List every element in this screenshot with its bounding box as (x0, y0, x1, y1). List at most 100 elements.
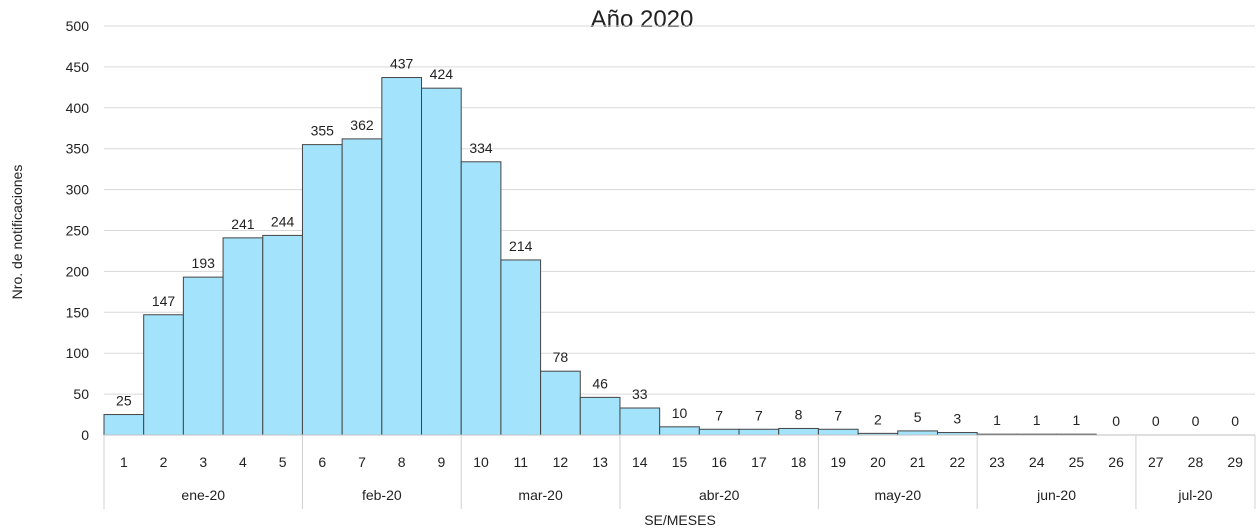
bar (540, 370, 581, 436)
data-label: 7 (715, 407, 723, 423)
x-tick-label: 13 (592, 454, 608, 470)
bar (460, 161, 502, 436)
chart-title: Año 2020 (591, 6, 694, 33)
data-label: 1 (1072, 412, 1080, 428)
x-tick-label: 3 (199, 454, 207, 470)
data-label: 214 (509, 238, 533, 254)
x-tick-label: 22 (950, 454, 966, 470)
month-label: may-20 (874, 487, 921, 503)
data-label: 46 (592, 375, 608, 391)
month-label: jul-20 (1177, 487, 1212, 503)
bar (778, 427, 819, 436)
x-tick-label: 19 (830, 454, 846, 470)
data-label: 244 (271, 213, 295, 229)
data-label: 8 (795, 406, 803, 422)
data-label: 241 (231, 216, 255, 232)
y-tick-label: 200 (66, 263, 90, 279)
x-tick-label: 9 (437, 454, 445, 470)
bar (738, 428, 780, 436)
bar (301, 144, 343, 436)
data-label: 3 (953, 411, 961, 427)
bar (143, 314, 184, 436)
data-label: 0 (1152, 413, 1160, 429)
bar (619, 407, 661, 436)
x-tick-label: 29 (1227, 454, 1243, 470)
bar (817, 428, 859, 436)
x-axis-ticks: 1 2 3 4 5 6 7 8 9 10 11 12 13 14 15 16 17 18 19 20 21 22 23 24 2… (104, 434, 1255, 470)
y-tick-label: 50 (73, 386, 89, 402)
month-axis: ene-20 feb-20 mar-20 abr-20 may-20 jun-20 jul-… (103, 435, 1256, 509)
bar (222, 237, 264, 436)
bar (698, 428, 740, 436)
x-tick-label: 8 (398, 454, 406, 470)
x-tick-label: 20 (870, 454, 886, 470)
y-axis-ticks: 0 50 100 150 200 250 300 350 400 450 500 (66, 18, 90, 443)
data-label: 0 (1112, 413, 1120, 429)
x-tick-label: 11 (513, 454, 528, 470)
month-label: feb-20 (362, 487, 402, 503)
x-tick-label: 24 (1029, 454, 1045, 470)
y-axis-label: Nro. de notificaciones (9, 165, 25, 300)
x-tick-label: 10 (473, 454, 489, 470)
data-label: 437 (390, 56, 414, 72)
data-label: 7 (755, 407, 763, 423)
bar (579, 396, 621, 436)
y-tick-label: 300 (66, 182, 90, 198)
x-tick-label: 17 (751, 454, 767, 470)
x-tick-label: 23 (989, 454, 1005, 470)
bar (262, 234, 303, 436)
bar (182, 276, 224, 436)
data-label: 78 (553, 349, 569, 365)
data-label: 2 (874, 411, 882, 427)
x-axis-label: SE/MESES (644, 512, 716, 528)
month-label: ene-20 (181, 487, 225, 503)
x-tick-label: 14 (632, 454, 648, 470)
x-tick-label: 15 (672, 454, 688, 470)
data-label: 355 (311, 123, 335, 139)
x-tick-label: 7 (358, 454, 366, 470)
x-tick-label: 5 (279, 454, 287, 470)
data-label: 7 (834, 407, 842, 423)
data-label: 33 (632, 386, 648, 402)
data-label: 10 (672, 405, 688, 421)
data-label: 0 (1231, 413, 1239, 429)
x-tick-label: 25 (1069, 454, 1085, 470)
x-tick-label: 2 (160, 454, 168, 470)
bar (381, 77, 423, 436)
data-label: 1 (993, 412, 1001, 428)
data-label: 193 (192, 255, 216, 271)
data-label: 424 (430, 66, 454, 82)
x-tick-label: 1 (120, 454, 128, 470)
bars (103, 77, 1097, 436)
bar (421, 87, 462, 436)
y-tick-label: 350 (66, 141, 90, 157)
bar (341, 138, 383, 436)
data-label: 5 (914, 409, 922, 425)
x-tick-label: 21 (910, 454, 926, 470)
x-tick-label: 4 (239, 454, 247, 470)
month-label: mar-20 (518, 487, 563, 503)
data-label: 1 (1033, 412, 1041, 428)
x-tick-label: 6 (318, 454, 326, 470)
bar (103, 414, 145, 436)
x-tick-label: 16 (711, 454, 727, 470)
x-tick-label: 28 (1188, 454, 1204, 470)
y-tick-label: 400 (66, 100, 90, 116)
x-tick-label: 27 (1148, 454, 1164, 470)
y-tick-label: 150 (66, 304, 90, 320)
data-label: 334 (469, 140, 493, 156)
bar (659, 426, 700, 436)
month-label: jun-20 (1036, 487, 1076, 503)
y-tick-label: 250 (66, 223, 90, 239)
data-label: 362 (350, 117, 374, 133)
y-tick-label: 0 (81, 427, 89, 443)
y-tick-label: 100 (66, 345, 90, 361)
data-label: 0 (1192, 413, 1200, 429)
bar (897, 430, 938, 436)
month-label: abr-20 (699, 487, 740, 503)
y-tick-label: 450 (66, 59, 90, 75)
x-tick-label: 12 (553, 454, 569, 470)
y-tick-label: 500 (66, 18, 90, 34)
